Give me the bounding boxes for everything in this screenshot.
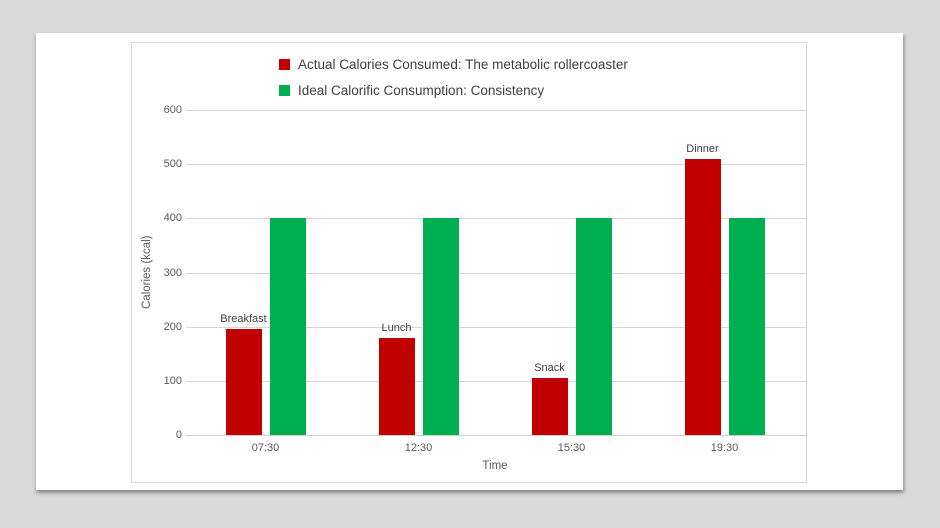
plot-area: Breakfast Lunch Snack Dinner xyxy=(186,110,807,436)
y-tick-100: 100 xyxy=(163,374,182,387)
y-tick-300: 300 xyxy=(163,266,182,279)
point-label-snack: Snack xyxy=(534,362,565,375)
y-tick-400: 400 xyxy=(163,212,182,225)
bar-ideal-19:30 xyxy=(728,218,765,435)
point-label-dinner: Dinner xyxy=(686,142,719,155)
x-axis-ticks: 07:30 12:30 15:30 19:30 xyxy=(189,442,801,457)
gridline-600 xyxy=(186,110,807,111)
gridline-200 xyxy=(186,326,807,328)
x-tick-12:30: 12:30 xyxy=(404,442,433,454)
legend-item-actual[interactable]: Actual Calories Consumed: The metabolic … xyxy=(279,51,628,77)
x-tick-19:30: 19:30 xyxy=(710,442,739,454)
bar-actual-19:30 xyxy=(684,158,721,435)
point-label-lunch: Lunch xyxy=(381,321,412,334)
point-label-breakfast: Breakfast xyxy=(220,313,267,326)
legend-label-actual: Actual Calories Consumed: The metabolic … xyxy=(298,56,628,72)
slide: Actual Calories Consumed: The metabolic … xyxy=(36,33,903,490)
y-tick-0: 0 xyxy=(175,429,182,441)
legend-item-ideal[interactable]: Ideal Calorific Consumption: Consistency xyxy=(279,77,628,103)
x-tick-15:30: 15:30 xyxy=(557,442,586,454)
gridline-400 xyxy=(186,218,807,220)
x-axis-line xyxy=(186,435,807,436)
x-tick-07:30: 07:30 xyxy=(251,442,280,454)
bar-actual-12:30 xyxy=(378,337,415,435)
bar-actual-07:30 xyxy=(225,329,262,435)
bar-ideal-07:30 xyxy=(269,218,306,435)
legend-swatch-actual-icon xyxy=(279,58,290,70)
y-tick-200: 200 xyxy=(163,320,182,333)
x-axis-title: Time xyxy=(482,460,508,472)
bar-ideal-12:30 xyxy=(422,218,459,435)
gridline-500 xyxy=(186,164,807,166)
legend-label-ideal: Ideal Calorific Consumption: Consistency xyxy=(298,82,545,98)
chart-frame[interactable]: Actual Calories Consumed: The metabolic … xyxy=(131,42,807,483)
bar-ideal-15:30 xyxy=(575,218,612,435)
y-tick-600: 600 xyxy=(163,104,182,116)
chart-legend: Actual Calories Consumed: The metabolic … xyxy=(279,51,628,103)
legend-swatch-ideal-icon xyxy=(279,84,290,96)
gridline-300 xyxy=(186,272,807,274)
bar-actual-15:30 xyxy=(531,378,568,435)
y-axis-ticks: 0 100 200 300 400 500 600 xyxy=(132,104,182,441)
gridline-100 xyxy=(186,380,807,382)
y-tick-500: 500 xyxy=(163,158,182,171)
